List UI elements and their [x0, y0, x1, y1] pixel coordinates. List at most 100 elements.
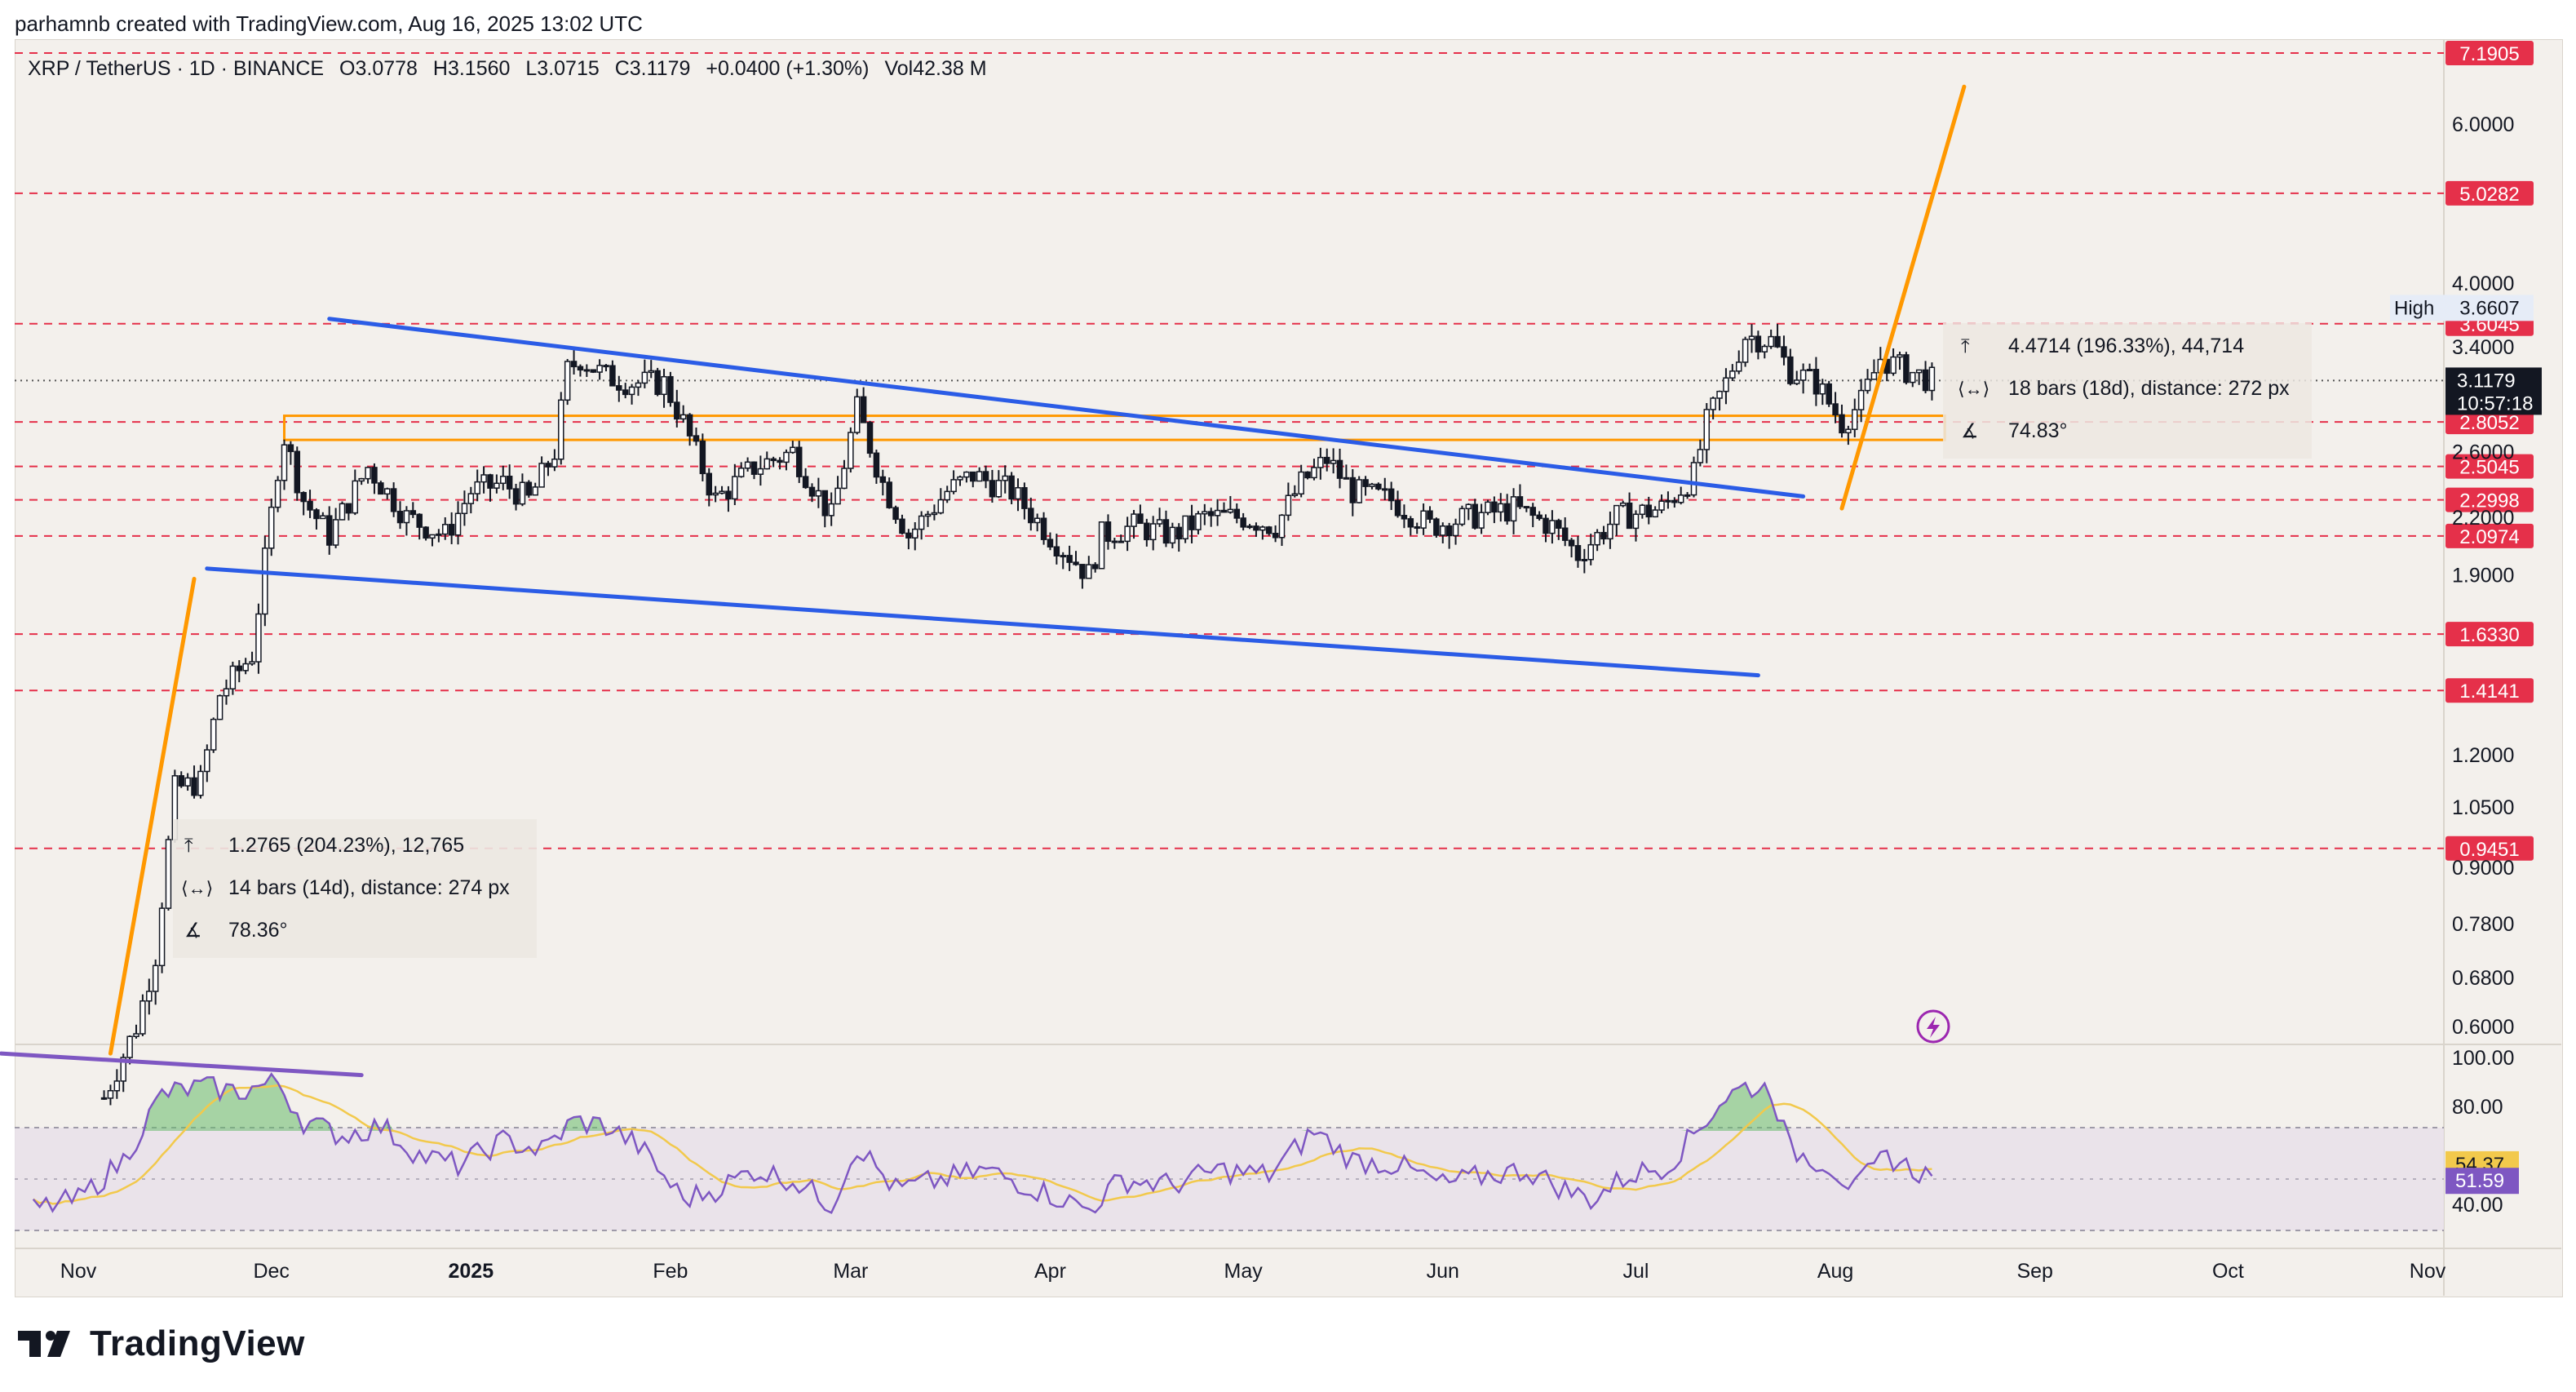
candle-body[interactable] — [1928, 366, 1936, 392]
candle-body[interactable] — [210, 718, 217, 751]
candle-body[interactable] — [1922, 369, 1929, 392]
rsi-group[interactable] — [32, 1072, 1933, 1214]
candle-body[interactable] — [1118, 540, 1124, 543]
candle-body[interactable] — [899, 518, 905, 534]
candle-body[interactable] — [378, 482, 384, 495]
candle-body[interactable] — [1343, 477, 1350, 480]
candle-body[interactable] — [1015, 487, 1021, 500]
candle-body[interactable] — [1781, 346, 1787, 358]
candle-body[interactable] — [989, 480, 996, 498]
candle-body[interactable] — [1665, 499, 1671, 503]
candle-body[interactable] — [912, 528, 918, 539]
candle-body[interactable] — [1826, 383, 1832, 405]
candle-body[interactable] — [1073, 561, 1079, 565]
candle-body[interactable] — [1793, 379, 1800, 384]
candle-body[interactable] — [1311, 467, 1317, 479]
candle-body[interactable] — [777, 459, 783, 463]
candle-body[interactable] — [519, 481, 526, 505]
candle-body[interactable] — [197, 770, 204, 796]
candle-body[interactable] — [732, 476, 738, 500]
time-axis[interactable]: Nov Dec 2025 Feb Mar Apr May Jun Jul Aug Sep Oct Nov — [60, 1260, 2446, 1283]
resistance-zone[interactable] — [282, 414, 1946, 441]
candle-body[interactable] — [152, 964, 159, 992]
candle-body[interactable] — [1156, 519, 1163, 525]
candle-body[interactable] — [229, 665, 237, 689]
candle-body[interactable] — [699, 440, 706, 475]
candle-body[interactable] — [448, 524, 455, 536]
candles-group[interactable] — [100, 324, 1936, 1106]
candle-body[interactable] — [719, 490, 725, 494]
candle-body[interactable] — [423, 526, 429, 539]
candle-body[interactable] — [1131, 513, 1137, 527]
candle-body[interactable] — [603, 365, 609, 368]
candle-body[interactable] — [1690, 462, 1697, 496]
candle-body[interactable] — [1761, 345, 1768, 352]
candle-body[interactable] — [982, 471, 989, 481]
candle-body[interactable] — [107, 1089, 114, 1099]
tradingview-logo[interactable]: TradingView — [18, 1323, 305, 1364]
candle-body[interactable] — [1857, 389, 1865, 410]
candle-body[interactable] — [249, 661, 255, 665]
candle-body[interactable] — [1671, 499, 1678, 503]
candle-body[interactable] — [1362, 479, 1369, 487]
candle-body[interactable] — [1104, 521, 1112, 543]
measure-box-2[interactable]: ⤒ 4.4714 (196.33%), 44,714 ⟨↔⟩ 18 bars (… — [1943, 323, 2312, 459]
candle-body[interactable] — [1033, 517, 1041, 524]
candle-body[interactable] — [1427, 510, 1433, 520]
candle-body[interactable] — [1806, 369, 1813, 372]
candle-body[interactable] — [1272, 532, 1279, 539]
measure-box-1[interactable]: ⤒ 1.2765 (204.23%), 12,765 ⟨↔⟩ 14 bars (… — [173, 819, 537, 958]
candle-body[interactable] — [320, 515, 326, 520]
candle-body[interactable] — [1214, 509, 1221, 516]
resistance-zone-box[interactable] — [282, 414, 1946, 441]
lightning-icon[interactable] — [1916, 1009, 1950, 1044]
candle-body[interactable] — [764, 458, 771, 470]
candle-body[interactable] — [609, 365, 616, 387]
candle-body[interactable] — [1890, 356, 1897, 375]
candle-body[interactable] — [525, 481, 533, 496]
trendline-impulse-2[interactable] — [1839, 84, 1967, 511]
candle-body[interactable] — [1723, 377, 1729, 392]
candle-body[interactable] — [146, 991, 153, 1002]
candle-body[interactable] — [1202, 511, 1208, 515]
candle-body[interactable] — [480, 474, 487, 483]
candle-body[interactable] — [409, 510, 417, 516]
candle-body[interactable] — [1265, 526, 1273, 534]
candle-body[interactable] — [191, 777, 197, 796]
candle-body[interactable] — [1864, 379, 1871, 392]
candle-body[interactable] — [853, 396, 861, 433]
candle-body[interactable] — [873, 452, 880, 478]
candle-body[interactable] — [706, 472, 713, 496]
candle-body[interactable] — [808, 486, 816, 497]
candle-body[interactable] — [950, 479, 957, 493]
candle-body[interactable] — [1684, 494, 1691, 497]
candle-body[interactable] — [770, 458, 777, 462]
candle-body[interactable] — [596, 365, 603, 373]
candle-body[interactable] — [113, 1080, 121, 1092]
candle-body[interactable] — [204, 749, 210, 773]
candle-body[interactable] — [255, 613, 262, 663]
candle-body[interactable] — [1317, 456, 1324, 468]
candle-body[interactable] — [1748, 335, 1755, 340]
candle-body[interactable] — [454, 512, 462, 536]
candle-body[interactable] — [1278, 514, 1286, 539]
candle-body[interactable] — [815, 490, 822, 497]
candle-body[interactable] — [506, 476, 513, 490]
candle-body[interactable] — [358, 477, 365, 482]
candle-body[interactable] — [1600, 531, 1607, 540]
candle-body[interactable] — [287, 444, 294, 453]
candle-body[interactable] — [100, 1097, 108, 1100]
candle-body[interactable] — [802, 476, 809, 489]
candle-body[interactable] — [1388, 488, 1395, 502]
candle-body[interactable] — [1516, 496, 1524, 508]
candle-body[interactable] — [1040, 517, 1047, 540]
candle-body[interactable] — [1632, 513, 1640, 530]
candle-body[interactable] — [886, 481, 892, 508]
candle-body[interactable] — [828, 503, 834, 516]
candle-body[interactable] — [995, 480, 1003, 498]
candle-body[interactable] — [1414, 526, 1420, 530]
candle-body[interactable] — [1227, 508, 1234, 513]
candle-body[interactable] — [325, 515, 333, 546]
candle-body[interactable] — [924, 513, 932, 517]
candle-body[interactable] — [892, 507, 899, 521]
